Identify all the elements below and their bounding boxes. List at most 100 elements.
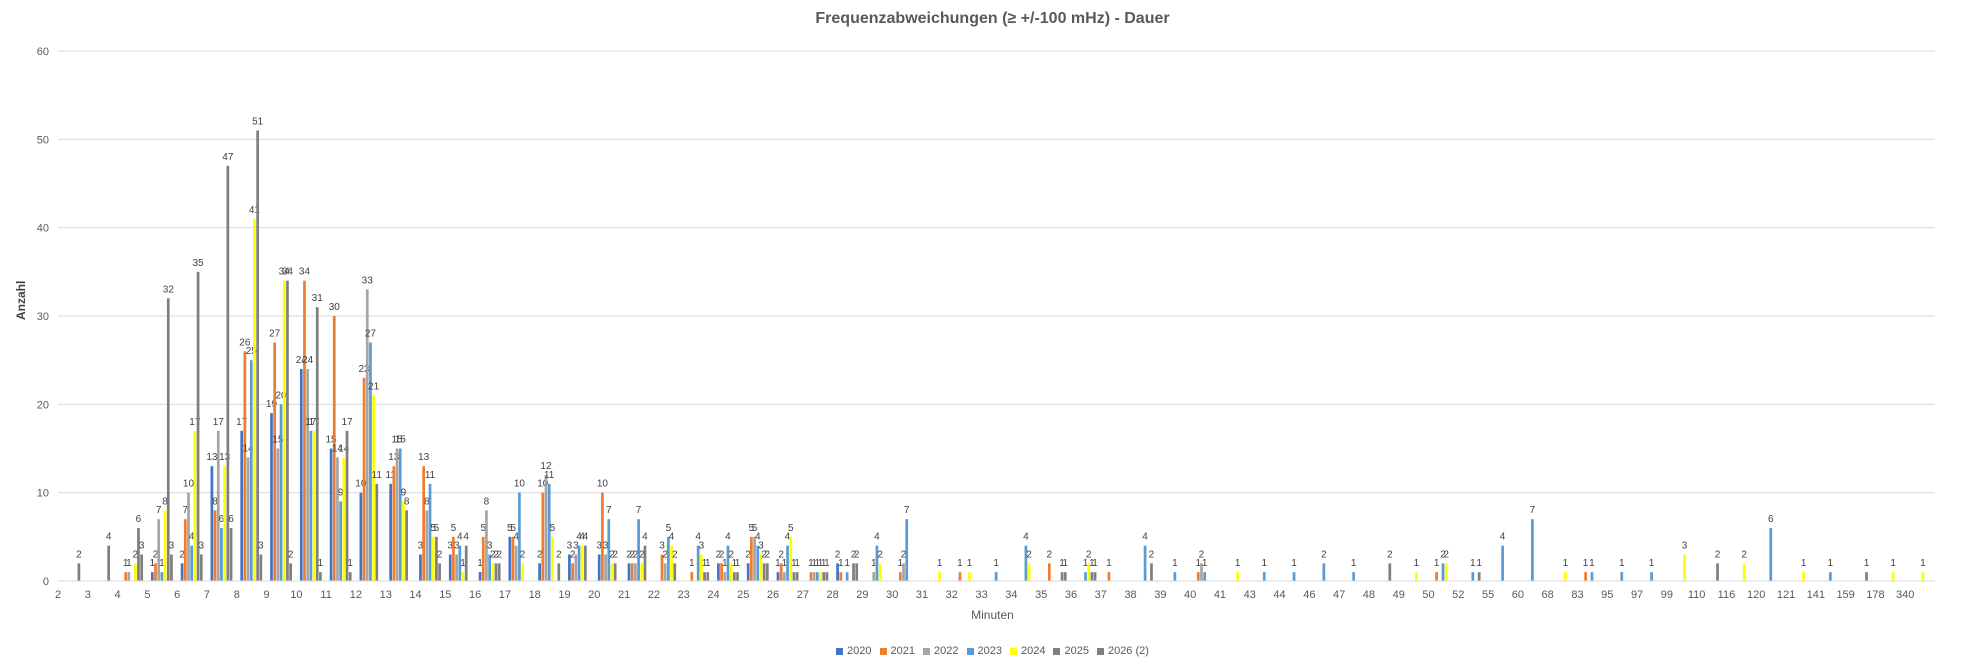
- bar: [1828, 572, 1832, 581]
- data-label: 3: [169, 541, 175, 552]
- data-label: 1: [1619, 558, 1625, 569]
- data-label: 11: [372, 470, 383, 481]
- bar: [124, 572, 128, 581]
- bar: [196, 271, 200, 581]
- legend-item[interactable]: 2025: [1053, 645, 1089, 657]
- data-label: 15: [272, 435, 284, 446]
- bar: [1891, 572, 1895, 581]
- legend-item[interactable]: 2020: [836, 645, 872, 657]
- x-tick-label: 17: [499, 589, 511, 601]
- bar: [557, 563, 561, 581]
- data-label: 4: [642, 532, 648, 543]
- bar: [1444, 563, 1448, 581]
- bar: [750, 536, 753, 581]
- x-tick-label: 116: [1718, 589, 1736, 601]
- x-tick-label: 49: [1393, 589, 1405, 601]
- bar: [1196, 572, 1200, 581]
- x-tick-label: 35: [1035, 589, 1047, 601]
- data-label: 2: [1199, 549, 1205, 560]
- data-label: 11: [544, 470, 555, 481]
- legend-item[interactable]: 2023: [966, 645, 1002, 657]
- bar: [336, 457, 339, 581]
- bar: [455, 554, 458, 581]
- bar: [875, 545, 879, 581]
- data-label: 1: [1261, 558, 1267, 569]
- data-label: 2: [854, 549, 860, 560]
- data-label: 51: [252, 117, 264, 128]
- bar: [1477, 572, 1481, 581]
- data-label: 1: [1801, 558, 1807, 569]
- bar: [1415, 572, 1418, 581]
- x-tick-label: 25: [737, 589, 749, 601]
- legend-item[interactable]: 2024: [1009, 645, 1045, 657]
- data-label: 2: [633, 549, 639, 560]
- data-label: 14: [242, 443, 254, 454]
- bar: [1921, 572, 1925, 581]
- x-tick-label: 3: [85, 589, 91, 601]
- data-label: 14: [332, 443, 344, 454]
- bar: [786, 545, 789, 581]
- bar: [762, 563, 766, 581]
- data-label: 34: [279, 267, 291, 278]
- x-tick-label: 30: [886, 589, 898, 601]
- data-label: 1: [1589, 558, 1595, 569]
- legend-label: 2025: [1064, 645, 1089, 657]
- data-label: 11: [425, 470, 436, 481]
- bar: [306, 369, 310, 581]
- x-tick-label: 44: [1273, 589, 1285, 601]
- bar: [1090, 572, 1094, 581]
- bar: [309, 430, 313, 581]
- data-label: 27: [269, 329, 281, 340]
- bar: [190, 545, 194, 581]
- x-tick-label: 83: [1571, 589, 1583, 601]
- data-label: 17: [308, 417, 320, 428]
- legend-item[interactable]: 2022: [923, 645, 959, 657]
- data-label: 1: [1172, 558, 1178, 569]
- data-label: 2: [778, 549, 784, 560]
- data-label: 23: [358, 364, 370, 375]
- data-label: 7: [636, 505, 642, 516]
- data-label: 1: [1235, 558, 1241, 569]
- data-label: 1: [782, 558, 788, 569]
- x-tick-label: 7: [204, 589, 210, 601]
- legend-item[interactable]: 2026 (2): [1096, 645, 1149, 657]
- bar: [601, 492, 604, 581]
- bar: [339, 501, 343, 581]
- data-label: 7: [606, 505, 612, 516]
- data-label: 1: [1092, 558, 1098, 569]
- data-label: 4: [1023, 532, 1029, 543]
- data-label: 2: [153, 549, 159, 560]
- data-label: 3: [198, 541, 204, 552]
- data-label: 8: [424, 496, 430, 507]
- bar: [783, 572, 786, 581]
- bar: [511, 536, 515, 581]
- data-label: 6: [219, 514, 225, 525]
- data-label: 1: [818, 558, 824, 569]
- bar: [312, 430, 316, 581]
- data-label: 5: [788, 523, 794, 534]
- data-label: 5: [510, 523, 516, 534]
- data-label: 15: [325, 435, 337, 446]
- data-label: 2: [493, 549, 499, 560]
- data-label: 10: [183, 479, 195, 490]
- data-label: 8: [404, 496, 410, 507]
- data-label: 5: [480, 523, 486, 534]
- data-label: 13: [418, 452, 430, 463]
- data-label: 10: [597, 479, 609, 490]
- x-tick-label: 28: [827, 589, 839, 601]
- bar: [717, 563, 720, 581]
- data-label: 3: [1682, 541, 1688, 552]
- bar: [1471, 572, 1475, 581]
- bar: [1322, 563, 1326, 581]
- data-label: 1: [689, 558, 695, 569]
- data-label: 1: [1059, 558, 1065, 569]
- data-label: 1: [347, 558, 353, 569]
- bar: [706, 572, 710, 581]
- x-tick-label: 2: [55, 589, 61, 601]
- y-tick-label: 0: [43, 576, 49, 588]
- x-axis-label: Minuten: [971, 608, 1014, 622]
- legend-item[interactable]: 2021: [879, 645, 915, 657]
- bar: [332, 316, 336, 581]
- data-label: 32: [163, 284, 175, 295]
- x-tick-label: 55: [1482, 589, 1494, 601]
